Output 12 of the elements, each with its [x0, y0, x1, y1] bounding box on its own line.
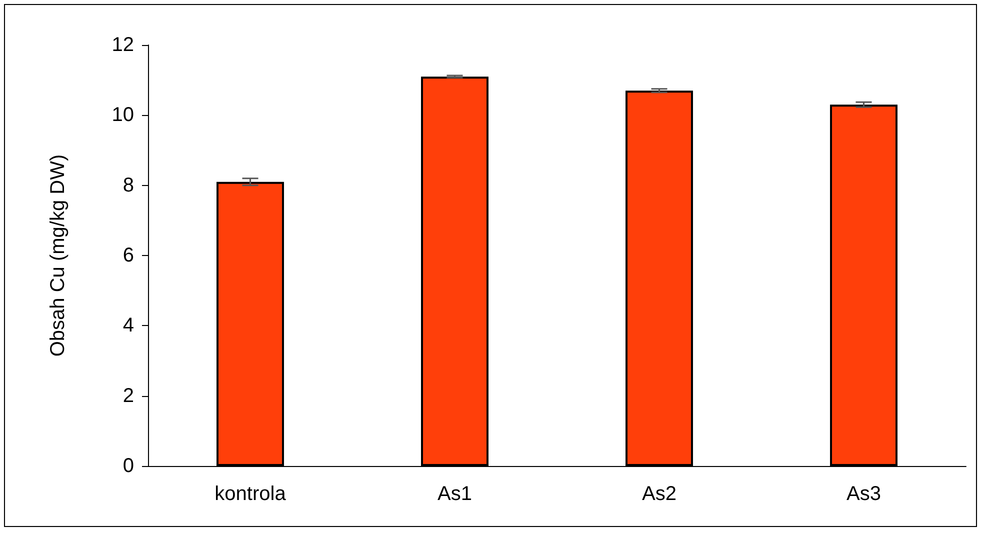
y-tick-label: 10: [112, 104, 134, 126]
y-tick-label: 8: [122, 174, 134, 196]
x-tick-label: As3: [846, 483, 881, 505]
y-axis-title: Obsah Cu (mg/kg DW): [47, 154, 69, 357]
y-tick-label: 12: [112, 34, 134, 56]
x-tick-label: kontrola: [214, 483, 287, 505]
x-tick-label: As2: [642, 483, 676, 505]
y-tick-label: 4: [122, 314, 134, 337]
x-tick-label: As1: [438, 483, 472, 505]
y-tick-label: 6: [122, 244, 134, 266]
y-tick-label: 2: [122, 384, 134, 407]
y-tick-label: 0: [122, 455, 134, 477]
